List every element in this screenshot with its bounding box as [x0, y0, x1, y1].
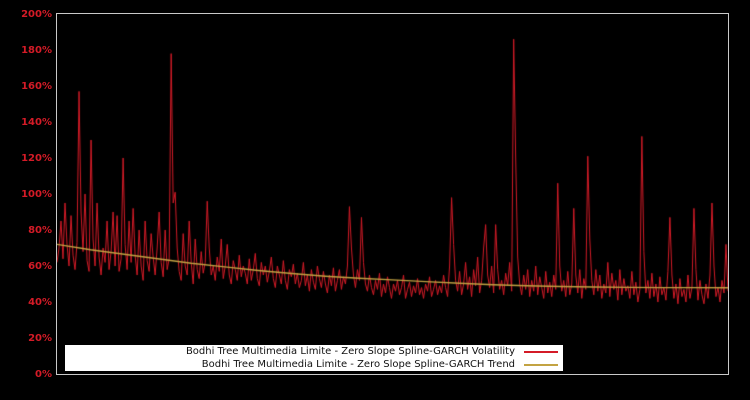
legend-label-trend: Bodhi Tree Multimedia Limite - Zero Slop… [201, 359, 515, 370]
legend-row-volatility: Bodhi Tree Multimedia Limite - Zero Slop… [65, 345, 563, 358]
y-tick-label: 200% [21, 9, 52, 20]
y-tick-label: 40% [28, 297, 52, 308]
y-tick-label: 120% [21, 153, 52, 164]
y-tick-label: 20% [28, 333, 52, 344]
y-tick-label: 80% [28, 225, 52, 236]
plot-area [56, 13, 729, 375]
legend: Bodhi Tree Multimedia Limite - Zero Slop… [65, 345, 563, 371]
y-tick-label: 140% [21, 117, 52, 128]
y-tick-label: 160% [21, 81, 52, 92]
y-tick-label: 180% [21, 45, 52, 56]
legend-line-volatility-sample [524, 350, 558, 353]
legend-row-trend: Bodhi Tree Multimedia Limite - Zero Slop… [65, 358, 563, 371]
legend-label-volatility: Bodhi Tree Multimedia Limite - Zero Slop… [185, 346, 515, 357]
legend-line-trend-sample [524, 363, 558, 366]
y-tick-label: 100% [21, 189, 52, 200]
y-tick-label: 60% [28, 261, 52, 272]
series-canvas [57, 14, 728, 374]
y-tick-label: 0% [35, 369, 52, 380]
